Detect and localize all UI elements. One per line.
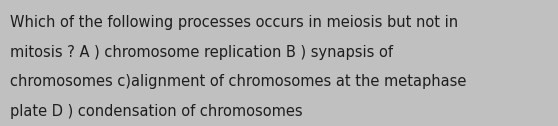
Text: mitosis ? A ) chromosome replication B ) synapsis of: mitosis ? A ) chromosome replication B )… bbox=[10, 45, 393, 60]
Text: Which of the following processes occurs in meiosis but not in: Which of the following processes occurs … bbox=[10, 15, 458, 30]
Text: chromosomes c)alignment of chromosomes at the metaphase: chromosomes c)alignment of chromosomes a… bbox=[10, 74, 466, 89]
Text: plate D ) condensation of chromosomes: plate D ) condensation of chromosomes bbox=[10, 104, 302, 119]
